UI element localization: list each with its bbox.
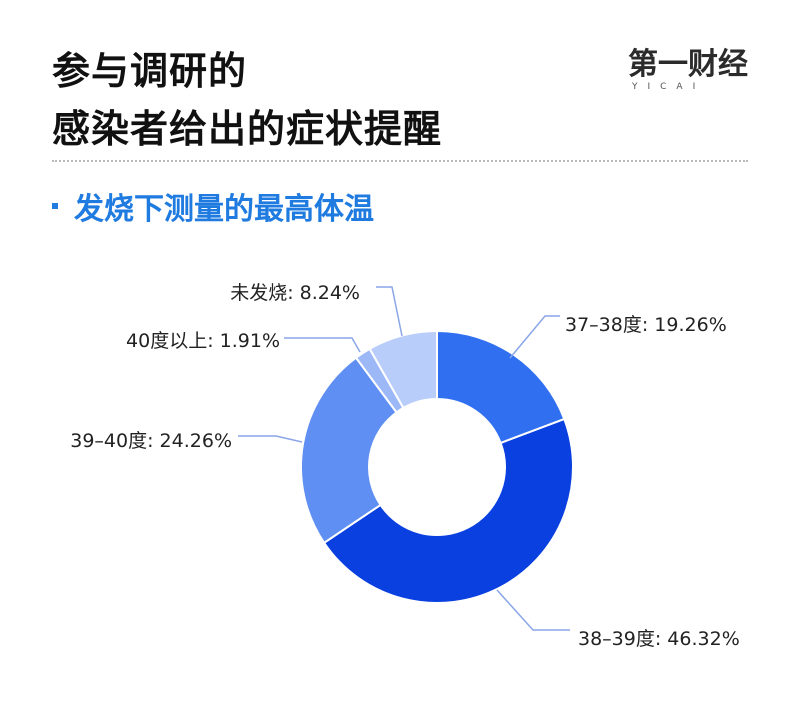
leader-line-3 (284, 337, 361, 353)
data-label-3: 40度以上: 1.91% (126, 330, 280, 352)
slices-group (300, 329, 574, 604)
section-heading: 发烧下测量的最高体温 (52, 184, 374, 228)
yicai-logo: 第一财经 YICAI (628, 48, 750, 96)
chart-title: 参与调研的 感染者给出的症状提醒 (52, 42, 442, 158)
slice-1 (322, 417, 574, 604)
labels-group: 37–38度: 19.26% 38–39度: 46.32% 39–40度: 24.2… (70, 282, 740, 650)
logo-text: 第一财经 (628, 47, 748, 82)
chart-subtitle: 发烧下测量的最高体温 (74, 192, 374, 227)
leader-line-4 (376, 286, 403, 337)
slice-0 (436, 329, 566, 445)
leader-line-0 (509, 315, 560, 359)
bullet-icon (52, 203, 58, 209)
title-line-1: 参与调研的 (52, 49, 248, 93)
slice-4 (368, 329, 438, 410)
data-label-2: 39–40度: 24.26% (70, 430, 232, 452)
data-label-4: 未发烧: 8.24% (230, 282, 360, 304)
logo-subtext: YICAI (632, 82, 706, 92)
data-label-1: 38–39度: 46.32% (578, 628, 740, 650)
leader-line-1 (496, 589, 570, 631)
slice-2 (300, 356, 398, 545)
dotted-divider (52, 160, 748, 162)
title-line-2: 感染者给出的症状提醒 (52, 107, 443, 151)
data-label-0: 37–38度: 19.26% (565, 314, 727, 336)
leader-lines-group (238, 286, 570, 631)
leader-line-2 (238, 435, 303, 443)
